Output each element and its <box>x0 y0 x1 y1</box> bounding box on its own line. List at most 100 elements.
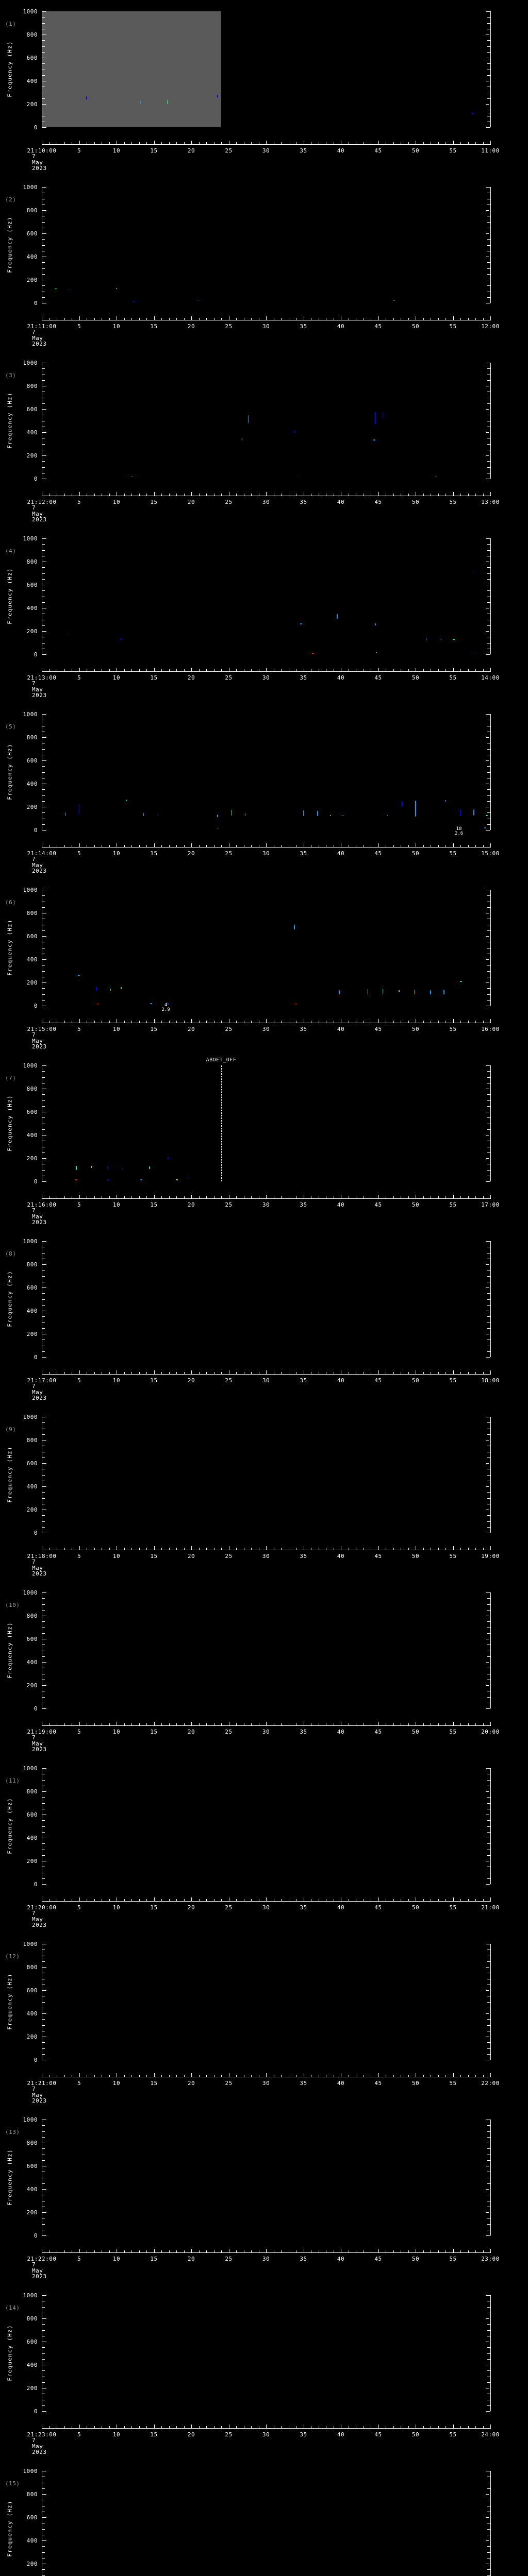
y-axis-tick-label: 1000 <box>23 360 38 366</box>
plot-area[interactable]: 18 2.6 0 200 400 600 800 1000 Frequency (Hz) <box>7 711 491 836</box>
detection-mark <box>68 633 70 635</box>
y-axis-tick <box>42 368 45 369</box>
x-axis-tick <box>184 669 185 671</box>
detection-mark <box>392 300 395 301</box>
spectrogram-panel[interactable]: (5) 18 2.6 0 200 400 600 800 1000 Frequency (Hz) 2… <box>0 703 528 878</box>
x-axis-date-label: 7 May 2023 <box>32 1559 47 1577</box>
x-axis-tick <box>79 141 80 144</box>
y-axis-tick <box>42 930 45 931</box>
x-axis-tick <box>184 2426 185 2428</box>
x-axis-date-label: 7 May 2023 <box>32 2437 47 2455</box>
y-axis-title: Frequency (Hz) <box>6 41 13 97</box>
x-axis-tick-label: 30 <box>262 499 270 505</box>
date-line: May <box>32 510 43 517</box>
x-axis-tick <box>393 2426 394 2428</box>
x-axis-tick-label: 5 <box>77 2080 81 2087</box>
y-axis-tick <box>42 772 45 773</box>
spectrogram-panel[interactable]: (3) 0 200 400 600 800 1000 Frequency (Hz) 21:12:… <box>0 351 528 527</box>
y-axis-tick <box>42 1633 45 1634</box>
date-line: 7 <box>32 856 36 862</box>
panel-number: (1) <box>5 21 16 27</box>
spectrogram-panel[interactable]: (8) 0 200 400 600 800 1000 Frequency (Hz) 21:17:… <box>0 1230 528 1405</box>
spectrogram-panel[interactable]: (14) 0 200 400 600 800 1000 Frequency (Hz) 21:23… <box>0 2284 528 2460</box>
x-axis-tick <box>423 318 424 320</box>
y-axis-tick-label: 600 <box>26 1109 38 1115</box>
x-axis-tick <box>64 669 65 671</box>
x-axis-tick-label: 45 <box>374 1728 382 1735</box>
x-axis-tick <box>79 1195 80 1198</box>
detection-mark <box>78 804 80 815</box>
y-axis-tick <box>42 409 46 410</box>
x-axis-start-label: 21:12:00 <box>27 499 57 505</box>
spectrogram-panel[interactable]: (11) 0 200 400 600 800 1000 Frequency (Hz) 21:20… <box>0 1757 528 1933</box>
detection-mark <box>168 1157 169 1160</box>
spectrogram-panel[interactable]: (6) 4 2.9 0 200 400 600 800 1000 Frequency (Hz) 21… <box>0 878 528 1054</box>
x-axis-start-label: 21:11:00 <box>27 323 57 330</box>
x-axis-tick <box>176 2426 177 2428</box>
spectrogram-panel[interactable]: (2) 0 200 400 600 800 1000 Frequency (Hz) 21:11:… <box>0 176 528 351</box>
spectrogram-panel[interactable]: (9) 0 200 400 600 800 1000 Frequency (Hz) 21:18:… <box>0 1405 528 1581</box>
x-axis-tick-label: 10 <box>112 1728 121 1735</box>
y-axis-right <box>490 714 491 830</box>
spectrogram-panel[interactable]: (1) 0 200 400 600 800 1000 Frequency (Hz) 21:10:… <box>0 0 528 176</box>
x-axis-tick <box>146 2426 147 2428</box>
x-axis-tick <box>281 669 282 671</box>
y-axis-tick <box>42 1604 45 1605</box>
spectrogram-panel[interactable]: (13) 0 200 400 600 800 1000 Frequency (Hz) 21:22… <box>0 2108 528 2284</box>
y-axis-tick <box>42 2224 45 2225</box>
y-axis-tick <box>487 2546 490 2547</box>
y-axis-tick-label: 800 <box>26 2315 38 2322</box>
x-axis-tick <box>393 318 394 320</box>
y-axis-tick <box>487 467 490 468</box>
spectrogram-panel[interactable]: (7) ABDET_OFF 0 200 400 600 800 1000 Frequency (… <box>0 1054 528 1230</box>
x-axis-tick <box>393 2075 394 2077</box>
x-axis-tick <box>408 1723 409 1725</box>
x-axis-tick-label: 45 <box>374 2256 382 2262</box>
spectrogram-panel[interactable]: (4) 0 200 400 600 800 1000 Frequency (Hz) 21:13:… <box>0 527 528 703</box>
plot-area[interactable]: ABDET_OFF 0 200 400 600 800 1000 Frequency (Hz) <box>7 1057 491 1184</box>
x-axis-tick <box>191 668 192 671</box>
x-axis-tick-label: 40 <box>337 1377 345 1384</box>
y-axis-tick <box>42 75 45 76</box>
spectrogram-panel[interactable]: (10) 0 200 400 600 800 1000 Frequency (Hz) 21:19… <box>0 1581 528 1757</box>
x-axis-tick <box>206 2075 207 2077</box>
x-axis-tick-label: 35 <box>300 674 307 681</box>
y-axis-tick <box>487 1328 490 1329</box>
y-axis-tick <box>42 1276 45 1277</box>
y-axis-tick-label: 200 <box>26 1858 38 1865</box>
y-axis-tick-label: 600 <box>26 2338 38 2345</box>
plot-area[interactable]: 4 2.9 0 200 400 600 800 1000 Frequency (Hz) <box>7 887 491 1012</box>
spectrogram-panel[interactable]: (12) 0 200 400 600 800 1000 Frequency (Hz) 21:21… <box>0 1933 528 2108</box>
x-axis-tick <box>161 2075 162 2077</box>
x-axis-tick <box>408 142 409 144</box>
y-axis-tick <box>42 959 46 960</box>
x-axis-tick <box>199 1372 200 1374</box>
y-axis-tick-label: 400 <box>26 1835 38 1841</box>
x-axis-tick <box>236 1196 237 1198</box>
detection-mark <box>414 989 416 994</box>
y-axis-tick-label: 1000 <box>23 535 38 542</box>
x-axis-tick-label: 50 <box>411 1728 420 1735</box>
x-axis-tick <box>79 492 80 496</box>
x-axis-tick <box>236 1372 237 1374</box>
x-axis-date-label: 7 May 2023 <box>32 1735 47 1753</box>
x-axis-tick-label: 55 <box>449 1904 457 1911</box>
y-axis-tick <box>487 1843 490 1844</box>
x-axis-tick <box>154 1897 155 1901</box>
x-axis-tick-label: 55 <box>449 499 457 505</box>
x-axis-tick <box>251 669 252 671</box>
x-axis-tick-label: 20 <box>187 1201 195 1208</box>
